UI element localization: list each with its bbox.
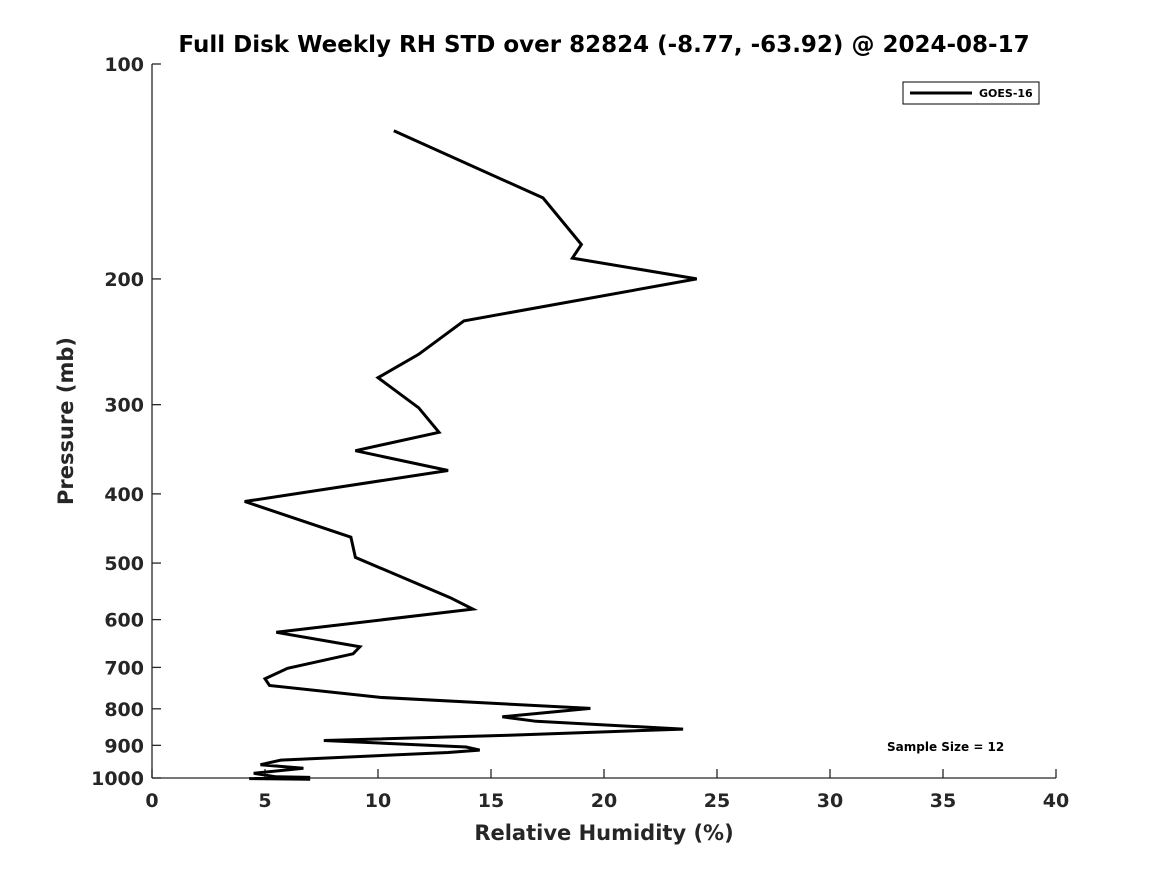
x-tick-label: 35	[930, 790, 956, 812]
y-tick-label: 700	[104, 657, 144, 679]
legend: GOES-16	[902, 81, 1040, 105]
x-tick-label: 10	[365, 790, 391, 812]
y-tick-label: 100	[104, 54, 144, 76]
sample-size-annotation: Sample Size = 12	[887, 740, 1004, 754]
x-tick-label: 25	[704, 790, 730, 812]
x-tick-label: 0	[145, 790, 158, 812]
y-tick-label: 800	[104, 699, 144, 721]
series-layer	[244, 129, 697, 781]
y-tick-label: 500	[104, 553, 144, 575]
legend-label-goes-16: GOES-16	[979, 87, 1033, 100]
x-axis-label: Relative Humidity (%)	[474, 821, 733, 845]
y-tick-label: 200	[104, 269, 144, 291]
x-tick-label: 15	[478, 790, 504, 812]
chart-title: Full Disk Weekly RH STD over 82824 (-8.7…	[178, 32, 1029, 58]
y-tick-label: 900	[104, 735, 144, 757]
series-line-goes-16	[244, 129, 697, 781]
y-ticks: 100 200 300 400 500 600 700 800 900 1000	[91, 54, 161, 790]
y-tick-label: 1000	[91, 768, 144, 790]
y-tick-label: 400	[104, 484, 144, 506]
y-axis-label: Pressure (mb)	[54, 337, 78, 505]
x-tick-label: 30	[817, 790, 843, 812]
plot-axes	[151, 64, 1056, 779]
x-ticks: 0 5 10 15 20 25 30 35 40	[145, 769, 1069, 812]
x-tick-label: 5	[258, 790, 271, 812]
y-tick-label: 600	[104, 610, 144, 632]
x-tick-label: 40	[1043, 790, 1069, 812]
x-tick-label: 20	[591, 790, 617, 812]
y-tick-label: 300	[104, 395, 144, 417]
